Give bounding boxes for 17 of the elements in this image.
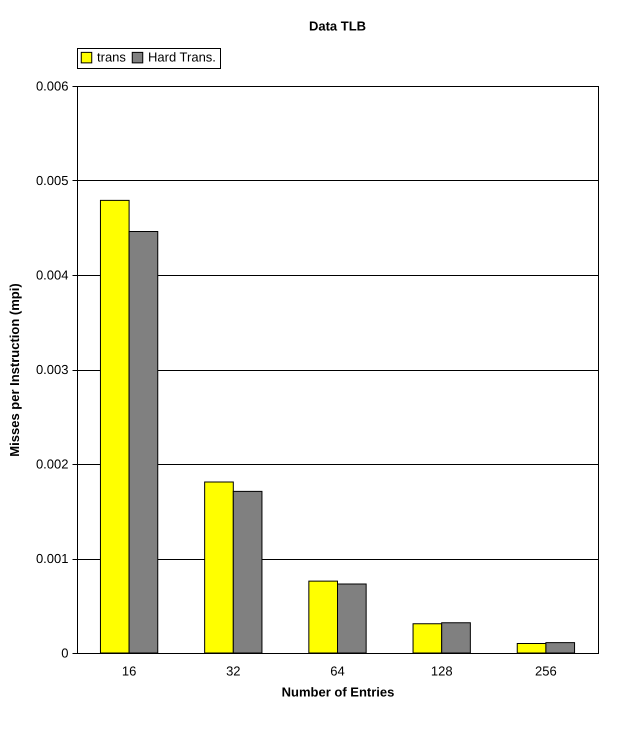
x-tick-label: 256 [535,664,557,678]
x-tick-label: 128 [430,664,453,678]
y-tick-label: 0.006 [36,78,68,94]
y-tick-label: 0.004 [36,268,68,282]
legend-label: trans [97,50,126,65]
legend-label: Hard Trans. [148,50,216,65]
y-tick-label: 0.005 [36,173,68,188]
x-tick-label: 32 [226,664,241,678]
y-tick-label: 0 [61,646,68,660]
y-tick-label: 0.003 [36,362,68,377]
y-tick-label: 0.001 [36,551,68,566]
x-axis-title: Number of Entries [282,684,394,700]
y-tick-label: 0.002 [36,456,68,472]
chart-title: Data TLB [308,18,366,34]
x-tick-label: 64 [330,664,345,678]
x-tick-label: 16 [122,664,136,678]
y-axis-title: Misses per Instruction (mpi) [6,283,22,457]
